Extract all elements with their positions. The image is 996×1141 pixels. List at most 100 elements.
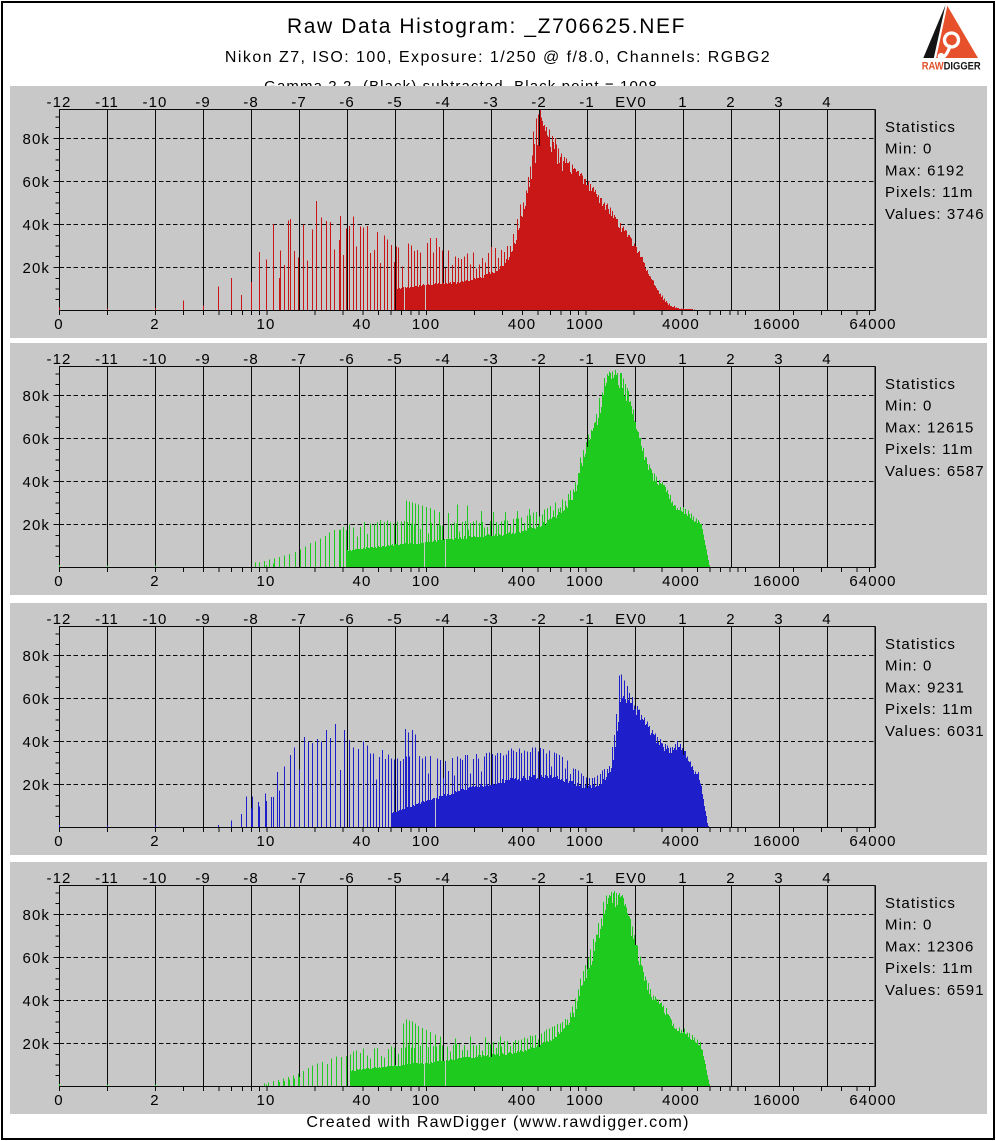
svg-text:3: 3 bbox=[774, 351, 783, 368]
svg-text:Values: 3746: Values: 3746 bbox=[885, 206, 985, 223]
svg-text:-5: -5 bbox=[387, 611, 403, 628]
svg-text:-11: -11 bbox=[95, 870, 119, 887]
svg-text:Statistics: Statistics bbox=[885, 119, 956, 136]
svg-text:10: 10 bbox=[257, 573, 276, 590]
svg-text:40k: 40k bbox=[23, 474, 51, 491]
svg-text:100: 100 bbox=[412, 1092, 440, 1109]
svg-text:-4: -4 bbox=[435, 94, 451, 111]
svg-text:-4: -4 bbox=[435, 870, 451, 887]
svg-text:RAWDIGGER: RAWDIGGER bbox=[922, 61, 981, 72]
svg-text:40: 40 bbox=[353, 573, 372, 590]
svg-text:Max: 6192: Max: 6192 bbox=[885, 162, 965, 179]
svg-text:40k: 40k bbox=[23, 993, 51, 1010]
svg-text:100: 100 bbox=[412, 833, 440, 850]
svg-text:-11: -11 bbox=[95, 611, 119, 628]
svg-text:-12: -12 bbox=[47, 94, 72, 111]
svg-text:Min: 0: Min: 0 bbox=[885, 658, 932, 675]
svg-text:-7: -7 bbox=[291, 94, 307, 111]
svg-text:10: 10 bbox=[257, 833, 276, 850]
svg-text:-2: -2 bbox=[531, 351, 547, 368]
svg-text:64000: 64000 bbox=[849, 316, 896, 333]
svg-text:Pixels: 11m: Pixels: 11m bbox=[885, 701, 974, 718]
svg-text:20k: 20k bbox=[23, 1036, 51, 1053]
svg-text:-2: -2 bbox=[531, 611, 547, 628]
svg-text:-2: -2 bbox=[531, 870, 547, 887]
svg-text:-9: -9 bbox=[195, 870, 211, 887]
svg-text:-5: -5 bbox=[387, 351, 403, 368]
svg-text:-3: -3 bbox=[483, 351, 499, 368]
svg-text:80k: 80k bbox=[23, 131, 51, 148]
svg-text:3: 3 bbox=[774, 94, 783, 111]
svg-text:1: 1 bbox=[678, 94, 687, 111]
svg-text:4000: 4000 bbox=[662, 833, 700, 850]
svg-text:EV0: EV0 bbox=[615, 351, 647, 368]
svg-text:2: 2 bbox=[726, 94, 735, 111]
svg-text:64000: 64000 bbox=[849, 1092, 896, 1109]
svg-text:Statistics: Statistics bbox=[885, 376, 956, 393]
svg-text:-3: -3 bbox=[483, 94, 499, 111]
svg-text:-6: -6 bbox=[339, 351, 355, 368]
svg-text:-8: -8 bbox=[243, 94, 259, 111]
svg-text:0: 0 bbox=[54, 316, 63, 333]
svg-text:-12: -12 bbox=[47, 870, 72, 887]
svg-text:-6: -6 bbox=[339, 870, 355, 887]
svg-text:1: 1 bbox=[678, 870, 687, 887]
svg-text:-8: -8 bbox=[243, 351, 259, 368]
svg-text:4000: 4000 bbox=[662, 316, 700, 333]
svg-text:4000: 4000 bbox=[662, 1092, 700, 1109]
svg-text:-9: -9 bbox=[195, 94, 211, 111]
svg-text:EV0: EV0 bbox=[615, 94, 647, 111]
svg-text:10: 10 bbox=[257, 1092, 276, 1109]
svg-text:400: 400 bbox=[508, 1092, 536, 1109]
svg-text:1000: 1000 bbox=[566, 573, 604, 590]
svg-text:-5: -5 bbox=[387, 94, 403, 111]
svg-text:20k: 20k bbox=[23, 517, 51, 534]
svg-text:Pixels: 11m: Pixels: 11m bbox=[885, 441, 974, 458]
svg-text:-8: -8 bbox=[243, 870, 259, 887]
svg-text:-8: -8 bbox=[243, 611, 259, 628]
svg-text:-10: -10 bbox=[143, 870, 168, 887]
svg-text:100: 100 bbox=[412, 573, 440, 590]
svg-text:Max: 12615: Max: 12615 bbox=[885, 419, 974, 436]
svg-text:16000: 16000 bbox=[753, 1092, 800, 1109]
svg-text:2: 2 bbox=[726, 351, 735, 368]
svg-text:-1: -1 bbox=[579, 870, 595, 887]
svg-text:40k: 40k bbox=[23, 217, 51, 234]
svg-text:60k: 60k bbox=[23, 691, 51, 708]
svg-text:-9: -9 bbox=[195, 351, 211, 368]
svg-text:4: 4 bbox=[822, 611, 831, 628]
svg-text:-11: -11 bbox=[95, 351, 119, 368]
svg-text:2: 2 bbox=[726, 611, 735, 628]
svg-text:0: 0 bbox=[54, 1092, 63, 1109]
svg-text:16000: 16000 bbox=[753, 833, 800, 850]
svg-text:40: 40 bbox=[353, 316, 372, 333]
svg-text:0: 0 bbox=[54, 833, 63, 850]
svg-text:400: 400 bbox=[508, 833, 536, 850]
svg-text:Statistics: Statistics bbox=[885, 895, 956, 912]
svg-text:2: 2 bbox=[150, 833, 159, 850]
svg-text:-7: -7 bbox=[291, 611, 307, 628]
svg-text:Values: 6591: Values: 6591 bbox=[885, 982, 985, 999]
svg-text:-10: -10 bbox=[143, 94, 168, 111]
svg-text:1000: 1000 bbox=[566, 316, 604, 333]
svg-text:20k: 20k bbox=[23, 777, 51, 794]
svg-text:-12: -12 bbox=[47, 611, 72, 628]
svg-text:4: 4 bbox=[822, 870, 831, 887]
svg-text:60k: 60k bbox=[23, 950, 51, 967]
svg-text:100: 100 bbox=[412, 316, 440, 333]
svg-text:EV0: EV0 bbox=[615, 611, 647, 628]
svg-text:-4: -4 bbox=[435, 351, 451, 368]
svg-text:40: 40 bbox=[353, 1092, 372, 1109]
svg-text:4000: 4000 bbox=[662, 573, 700, 590]
svg-text:EV0: EV0 bbox=[615, 870, 647, 887]
svg-text:80k: 80k bbox=[23, 907, 51, 924]
svg-text:-10: -10 bbox=[143, 611, 168, 628]
svg-text:1000: 1000 bbox=[566, 1092, 604, 1109]
svg-text:-12: -12 bbox=[47, 351, 72, 368]
svg-text:400: 400 bbox=[508, 316, 536, 333]
svg-text:60k: 60k bbox=[23, 431, 51, 448]
svg-text:-10: -10 bbox=[143, 351, 168, 368]
svg-text:-1: -1 bbox=[579, 94, 595, 111]
svg-text:-2: -2 bbox=[531, 94, 547, 111]
svg-text:-4: -4 bbox=[435, 611, 451, 628]
